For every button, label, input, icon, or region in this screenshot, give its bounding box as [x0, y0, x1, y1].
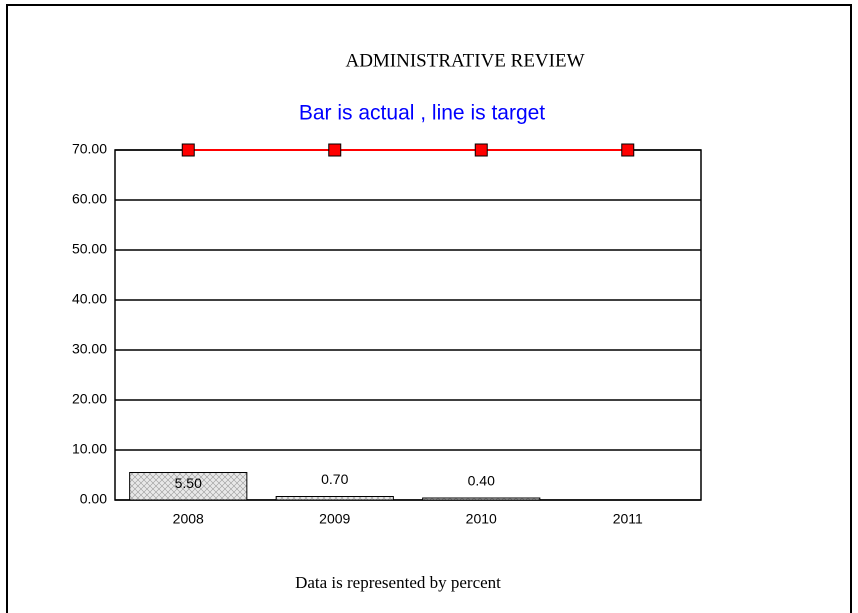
- chart-title: ADMINISTRATIVE REVIEW: [345, 50, 584, 71]
- plot-border: [114, 149, 702, 501]
- line-marker: [328, 143, 342, 157]
- y-tick-label: 70.00: [72, 141, 107, 157]
- bar: [129, 472, 248, 501]
- y-tick-label: 50.00: [72, 241, 107, 257]
- line-marker: [474, 143, 488, 157]
- y-tick-label: 40.00: [72, 291, 107, 307]
- x-tick-label: 2008: [173, 511, 204, 527]
- footnote: Data is represented by percent: [295, 573, 501, 592]
- chart-subtitle: Bar is actual , line is target: [299, 102, 545, 125]
- data-label: 0.40: [468, 473, 495, 489]
- line-marker: [181, 143, 195, 157]
- y-tick-label: 30.00: [72, 341, 107, 357]
- line-marker: [621, 143, 635, 157]
- y-tick-label: 60.00: [72, 191, 107, 207]
- bar: [275, 496, 394, 501]
- data-label: 0.70: [321, 471, 348, 487]
- y-tick-label: 20.00: [72, 391, 107, 407]
- bar: [422, 497, 541, 501]
- frame: [6, 4, 852, 613]
- x-tick-label: 2010: [466, 511, 497, 527]
- data-label: 5.50: [175, 475, 202, 491]
- y-tick-label: 0.00: [80, 491, 107, 507]
- y-tick-label: 10.00: [72, 441, 107, 457]
- x-tick-label: 2009: [319, 511, 350, 527]
- x-tick-label: 2011: [613, 511, 643, 527]
